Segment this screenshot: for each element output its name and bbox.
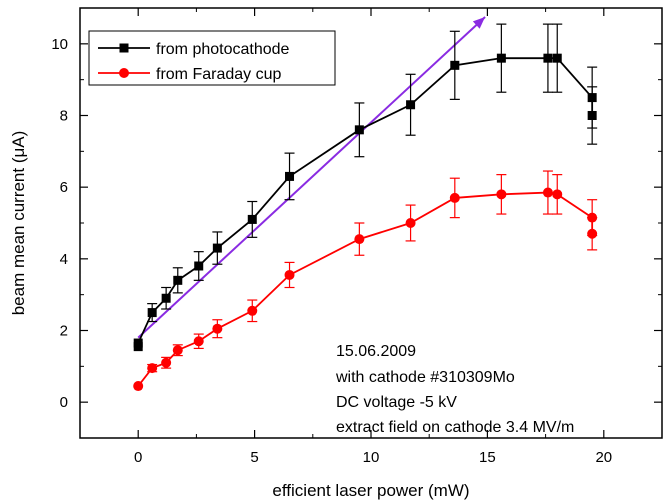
data-point: [161, 293, 171, 303]
data-point: [406, 100, 416, 110]
legend-box: [88, 30, 336, 86]
data-point: [587, 228, 598, 239]
y-tick-label: 8: [60, 108, 68, 125]
data-point: [496, 53, 506, 63]
data-point: [133, 381, 144, 392]
data-point: [284, 269, 295, 280]
data-point: [543, 53, 553, 63]
y-axis-label: beam mean current (μA): [9, 131, 28, 316]
series-faraday-cup: [133, 170, 598, 392]
series-line: [137, 57, 594, 347]
annotation-block: 15.06.2009 with cathode #310309Mo DC vol…: [335, 343, 574, 436]
x-tick-label: 20: [595, 449, 612, 466]
data-point: [552, 53, 562, 63]
data-point: [172, 345, 183, 356]
data-point: [496, 189, 507, 200]
annotation-field: extract field on cathode 3.4 MV/m: [336, 419, 574, 436]
data-point: [552, 189, 563, 200]
data-point: [147, 308, 157, 318]
data-point: [147, 363, 158, 374]
y-tick-label: 0: [60, 394, 68, 411]
annotation-date: 15.06.2009: [336, 343, 416, 360]
x-tick-label: 15: [479, 449, 496, 466]
legend-label-faraday: from Faraday cup: [156, 66, 281, 83]
y-tick-label: 4: [60, 251, 68, 268]
series-photocathode: [133, 23, 598, 352]
legend-marker-faraday: [119, 68, 129, 78]
data-point: [542, 187, 553, 198]
x-axis: 0 5 10 15 20: [79, 8, 663, 466]
trend-arrow-line: [137, 16, 486, 339]
data-point: [587, 93, 597, 103]
y-tick-label: 10: [51, 36, 68, 53]
data-point: [450, 60, 460, 70]
annotation-voltage: DC voltage -5 kV: [336, 394, 457, 411]
x-axis-label: efficient laser power (mW): [272, 481, 469, 500]
data-point: [449, 192, 460, 203]
data-point: [194, 261, 204, 271]
data-point: [247, 214, 257, 224]
data-point: [133, 338, 143, 348]
trend-line: [137, 16, 486, 339]
data-point: [587, 111, 597, 120]
x-tick-label: 10: [363, 449, 380, 466]
y-axis: 0 2 4 6 8 10: [51, 7, 662, 439]
data-point: [405, 218, 416, 228]
data-point: [212, 243, 222, 253]
trend-arrow-head: [472, 16, 486, 29]
data-point: [212, 323, 223, 334]
data-point: [247, 305, 258, 316]
annotation-cathode: with cathode #310309Mo: [335, 369, 515, 386]
data-point: [173, 275, 183, 285]
legend: from photocathode from Faraday cup: [88, 30, 336, 86]
legend-marker-photocathode: [119, 43, 129, 53]
data-point: [285, 171, 295, 181]
data-point: [161, 357, 172, 368]
y-tick-label: 2: [60, 323, 68, 340]
series-layer: [133, 23, 598, 392]
data-point: [354, 125, 364, 135]
x-tick-label: 0: [134, 449, 142, 466]
data-point: [587, 212, 598, 223]
data-point: [354, 234, 365, 245]
x-tick-label: 5: [250, 449, 258, 466]
data-point: [193, 336, 204, 347]
legend-label-photocathode: from photocathode: [156, 41, 290, 58]
y-tick-label: 6: [60, 179, 68, 196]
